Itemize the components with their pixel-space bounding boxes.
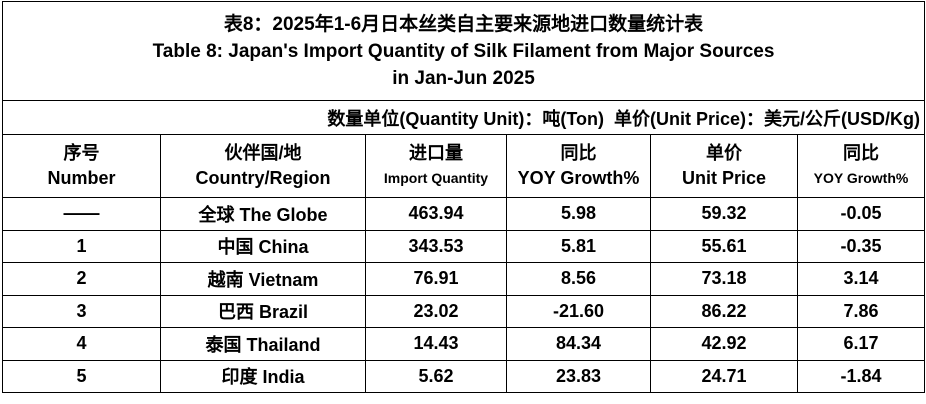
data-cell: 3	[2, 294, 161, 328]
header-cell: 单价 Unit Price	[650, 134, 798, 198]
data-cell: 84.34	[506, 327, 651, 361]
data-cell: 巴西 Brazil	[160, 294, 366, 328]
unit-row: 数量单位(Quantity Unit)：吨(Ton) 单价(Unit Price…	[1, 100, 926, 135]
data-cell: 73.18	[650, 262, 798, 296]
data-row: 1 中国 China 343.53 5.81 55.61 -0.35	[2, 229, 926, 263]
title-line: in Jan-Jun 2025	[392, 67, 535, 89]
data-row: 3 巴西 Brazil 23.02 -21.60 86.22 7.86	[2, 294, 926, 328]
data-row: 4 泰国 Thailand 14.43 84.34 42.92 6.17	[2, 327, 926, 361]
data-cell: 5.62	[365, 359, 507, 393]
data-cell: 76.91	[365, 262, 507, 296]
data-row: —— 全球 The Globe 463.94 5.98 59.32 -0.05	[2, 197, 926, 231]
data-cell: 86.22	[650, 294, 798, 328]
data-cell: 24.71	[650, 359, 798, 393]
data-cell: -0.05	[796, 197, 926, 231]
data-cell: 5.81	[506, 229, 651, 263]
header-text: 同比	[843, 143, 879, 163]
data-cell: 越南 Vietnam	[160, 262, 366, 296]
header-text: YOY Growth%	[813, 170, 909, 186]
header-cell: 序号 Number	[2, 134, 161, 198]
data-cell: 8.56	[506, 262, 651, 296]
header-cell: 伙伴国/地 Country/Region	[160, 134, 366, 198]
header-text: 同比	[560, 143, 597, 163]
data-cell: 23.83	[506, 359, 651, 393]
data-row: 5 印度 India 5.62 23.83 24.71 -1.84	[2, 359, 926, 393]
data-cell: 1	[2, 229, 161, 263]
header-text: Country/Region	[195, 168, 331, 188]
data-cell: 23.02	[365, 294, 507, 328]
header-cell: 同比 YOY Growth%	[506, 134, 651, 198]
data-cell: 14.43	[365, 327, 507, 361]
data-row: 2 越南 Vietnam 76.91 8.56 73.18 3.14	[2, 262, 926, 296]
title-line: 表8：2025年1-6月日本丝类自主要来源地进口数量统计表	[223, 13, 704, 35]
data-cell: -1.84	[796, 359, 926, 393]
data-cell: 3.14	[796, 262, 926, 296]
data-cell: 55.61	[650, 229, 798, 263]
header-row: 序号 Number 伙伴国/地 Country/Region 进口量 Import Qua…	[2, 134, 926, 198]
data-cell: 463.94	[365, 197, 507, 231]
header-text: 序号	[63, 143, 100, 163]
header-text: 伙伴国/地	[224, 143, 302, 163]
data-cell: 343.53	[365, 229, 507, 263]
data-cell: 42.92	[650, 327, 798, 361]
header-text: 单价	[706, 143, 742, 163]
data-cell: 5	[2, 359, 161, 393]
data-cell: 全球 The Globe	[160, 197, 366, 231]
data-cell: -0.35	[796, 229, 926, 263]
header-text: Unit Price	[681, 168, 767, 188]
data-cell: 印度 India	[160, 359, 366, 393]
header-cell: 进口量 Import Quantity	[365, 134, 507, 198]
header-text: 进口量	[409, 143, 463, 163]
header-text: Import Quantity	[383, 170, 489, 186]
header-text: Number	[47, 168, 116, 188]
title-cell: 表8：2025年1-6月日本丝类自主要来源地进口数量统计表 Table 8: Ja…	[1, 1, 926, 101]
data-cell: 4	[2, 327, 161, 361]
unit-cell: 数量单位(Quantity Unit)：吨(Ton) 单价(Unit Price…	[1, 100, 926, 135]
header-cell: 同比 YOY Growth%	[796, 134, 926, 198]
data-cell: ——	[2, 197, 161, 231]
data-cell: 59.32	[650, 197, 798, 231]
data-cell: 泰国 Thailand	[160, 327, 366, 361]
title-row: 表8：2025年1-6月日本丝类自主要来源地进口数量统计表 Table 8: Ja…	[1, 1, 926, 101]
header-text: YOY Growth%	[517, 168, 640, 188]
data-cell: 5.98	[506, 197, 651, 231]
title-line: Table 8: Japan's Import Quantity of Silk…	[152, 40, 775, 62]
data-cell: 6.17	[796, 327, 926, 361]
data-table: 表8：2025年1-6月日本丝类自主要来源地进口数量统计表 Table 8: Ja…	[1, 1, 926, 393]
data-cell: -21.60	[506, 294, 651, 328]
data-cell: 7.86	[796, 294, 926, 328]
data-cell: 中国 China	[160, 229, 366, 263]
data-cell: 2	[2, 262, 161, 296]
